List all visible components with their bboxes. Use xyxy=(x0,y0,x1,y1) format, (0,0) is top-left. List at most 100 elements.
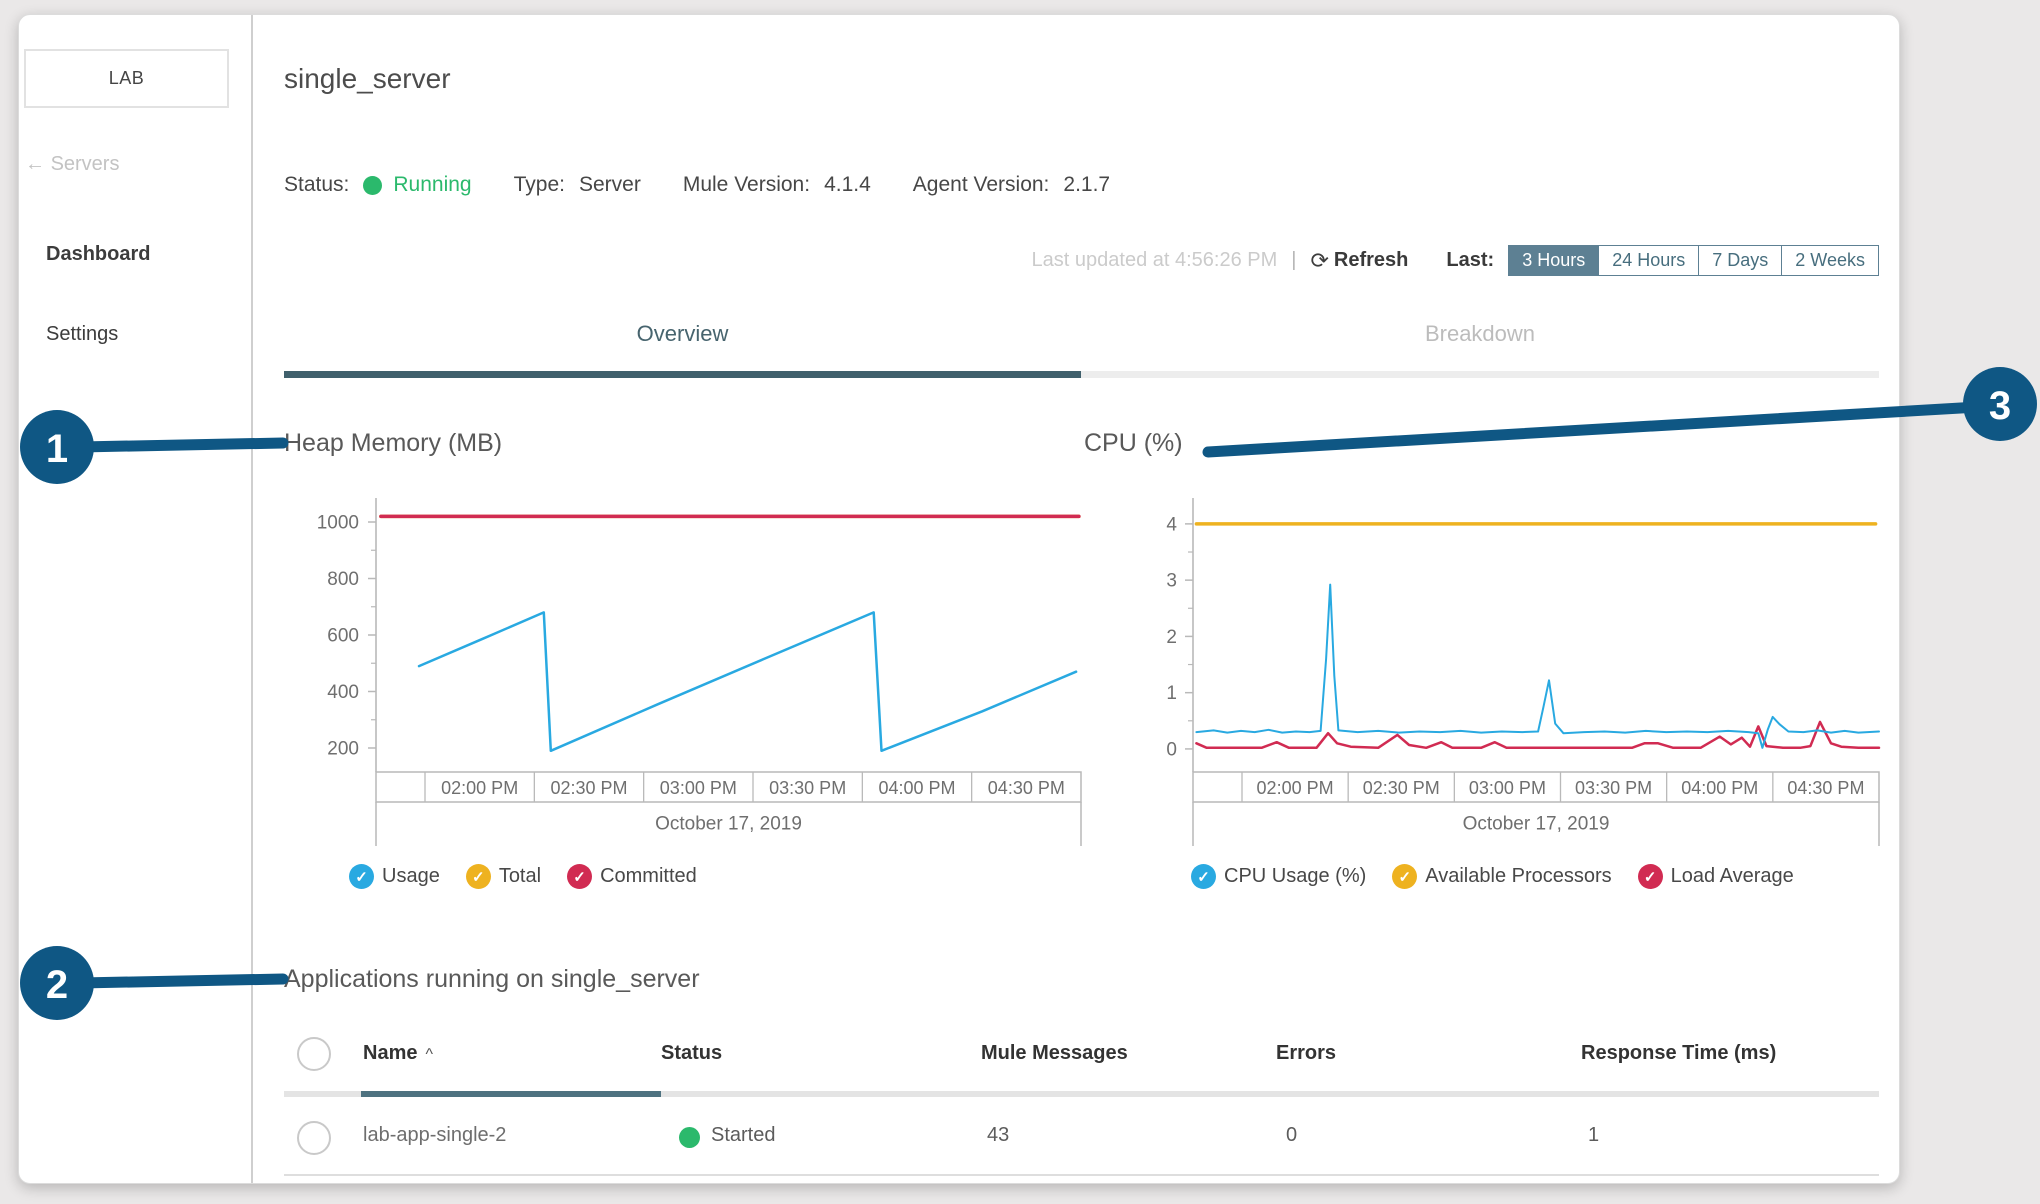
back-link-label: Servers xyxy=(50,153,120,175)
row-select-radio[interactable] xyxy=(297,1121,331,1155)
x-axis-tick-label: 02:30 PM xyxy=(1363,778,1440,798)
toolbar-separator: | xyxy=(1291,249,1297,271)
callout-3-number: 3 xyxy=(1989,384,2011,428)
time-range-group: 3 Hours 24 Hours 7 Days 2 Weeks xyxy=(1508,245,1879,276)
type-label: Type: xyxy=(513,173,565,196)
series-line-usage xyxy=(417,611,1078,753)
mule-messages-cell: 43 xyxy=(987,1124,1010,1146)
x-axis-tick-label: 02:00 PM xyxy=(441,778,518,798)
legend-label: Total xyxy=(498,865,542,887)
y-axis-tick-label: 2 xyxy=(1166,627,1177,648)
app-name-cell[interactable]: lab-app-single-2 xyxy=(363,1124,507,1146)
column-label: Name xyxy=(363,1042,418,1064)
sidebar-item-label: Dashboard xyxy=(46,243,151,265)
legend-check-icon: ✓ xyxy=(1637,864,1663,889)
refresh-toolbar: Last updated at 4:56:26 PM | ⟳ Refresh L… xyxy=(1032,245,1879,276)
y-axis-tick-label: 1 xyxy=(1166,683,1177,704)
sidebar-item-label: Settings xyxy=(46,323,119,345)
sort-ascending-icon: ^ xyxy=(425,1046,433,1063)
server-status-row: Status: Running Type: Server Mule Versio… xyxy=(284,173,1110,197)
x-axis-tick-label: 02:00 PM xyxy=(1257,778,1334,798)
column-header-errors[interactable]: Errors xyxy=(1276,1042,1337,1064)
range-button-3-hours[interactable]: 3 Hours xyxy=(1509,246,1599,275)
y-axis-tick-label: 600 xyxy=(327,626,359,647)
page-title: single_server xyxy=(284,63,451,94)
environment-selector[interactable]: LAB xyxy=(24,49,229,108)
y-axis-tick-label: 3 xyxy=(1166,571,1177,592)
sorted-column-underline xyxy=(361,1091,661,1097)
mule-version-value: 4.1.4 xyxy=(824,173,871,196)
legend-label: CPU Usage (%) xyxy=(1224,865,1367,887)
cpu-chart: 4 3 2 1 0 02:00 PM 02:30 PM 03:00 PM 03:30 PM 04:… xyxy=(1166,498,1881,846)
sidebar-divider xyxy=(251,15,253,1183)
errors-cell: 0 xyxy=(1286,1124,1298,1146)
response-time-cell: 1 xyxy=(1588,1124,1600,1146)
column-header-status[interactable]: Status xyxy=(661,1042,723,1064)
legend-item-total[interactable]: ✓ Total xyxy=(465,864,542,889)
cpu-chart-legend: ✓ CPU Usage (%) ✓ Available Processors ✓ Load… xyxy=(1191,864,1794,889)
x-axis-band xyxy=(375,771,1082,803)
status-value: Running xyxy=(393,173,472,196)
x-axis-tick-label: 04:00 PM xyxy=(1681,778,1758,798)
x-axis-tick-label: 03:30 PM xyxy=(769,778,846,798)
x-axis-tick-label: 03:00 PM xyxy=(660,778,737,798)
agent-version-value: 2.1.7 xyxy=(1063,173,1111,196)
app-status-dot-icon xyxy=(679,1127,700,1148)
x-axis-tick-label: 02:30 PM xyxy=(550,778,627,798)
column-header-response-time[interactable]: Response Time (ms) xyxy=(1581,1042,1777,1064)
y-axis-tick-label: 1000 xyxy=(317,513,359,534)
x-axis-tick-label: 04:00 PM xyxy=(878,778,955,798)
heap-chart-title: Heap Memory (MB) xyxy=(284,429,503,457)
back-to-servers-link[interactable]: ← Servers xyxy=(25,153,119,176)
table-row-divider xyxy=(284,1174,1879,1176)
last-updated-text: Last updated at 4:56:26 PM xyxy=(1031,249,1278,271)
environment-label: LAB xyxy=(108,68,145,88)
y-axis-tick-label: 800 xyxy=(327,569,359,590)
x-axis-tick-label: 04:30 PM xyxy=(1787,778,1864,798)
legend-item-usage[interactable]: ✓ Usage xyxy=(349,864,440,889)
legend-check-icon: ✓ xyxy=(567,864,593,889)
table-header-underline xyxy=(284,1091,1879,1097)
legend-item-committed[interactable]: ✓ Committed xyxy=(567,864,697,889)
heap-memory-chart: 1000 800 600 400 200 02:00 PM 02:30 PM 03:00 PM… xyxy=(317,498,1082,846)
legend-item-cpu-usage-[interactable]: ✓ CPU Usage (%) xyxy=(1191,864,1366,889)
agent-version-label: Agent Version: xyxy=(912,173,1050,196)
legend-label: Committed xyxy=(600,865,697,887)
select-all-radio[interactable] xyxy=(297,1037,331,1071)
legend-item-available-processors[interactable]: ✓ Available Processors xyxy=(1392,864,1612,889)
legend-item-load-average[interactable]: ✓ Load Average xyxy=(1637,864,1794,889)
last-range-label: Last: xyxy=(1446,249,1495,271)
x-axis-tick-label: 03:00 PM xyxy=(1469,778,1546,798)
tab-indicator-active xyxy=(284,371,1081,378)
range-button-7-days[interactable]: 7 Days xyxy=(1698,246,1782,275)
legend-label: Load Average xyxy=(1670,865,1794,887)
cpu-chart-title: CPU (%) xyxy=(1084,429,1183,457)
range-button-2-weeks[interactable]: 2 Weeks xyxy=(1781,246,1878,275)
x-axis-tick-label: 03:30 PM xyxy=(1575,778,1652,798)
legend-check-icon: ✓ xyxy=(349,864,374,889)
series-line-cpu-usage- xyxy=(1195,583,1880,749)
range-button-24-hours[interactable]: 24 Hours xyxy=(1598,246,1699,275)
column-header-mule-messages[interactable]: Mule Messages xyxy=(981,1042,1128,1064)
tab-breakdown[interactable]: Breakdown xyxy=(1424,321,1536,346)
y-axis-tick-label: 4 xyxy=(1166,514,1177,535)
y-axis-tick-label: 200 xyxy=(327,738,359,759)
tab-overview[interactable]: Overview xyxy=(636,321,729,346)
refresh-icon[interactable]: ⟳ xyxy=(1310,247,1329,273)
x-axis-band xyxy=(1192,771,1880,803)
legend-check-icon: ✓ xyxy=(465,864,491,889)
y-axis-tick-label: 0 xyxy=(1166,739,1177,760)
refresh-button[interactable]: Refresh xyxy=(1333,249,1409,271)
back-arrow-icon: ← xyxy=(25,153,45,175)
legend-label: Usage xyxy=(382,865,440,887)
sidebar-item-settings[interactable]: Settings xyxy=(46,323,118,346)
date-label: October 17, 2019 xyxy=(1463,814,1610,835)
app-status-cell: Started xyxy=(711,1124,776,1146)
sidebar-item-dashboard[interactable]: Dashboard xyxy=(46,243,150,266)
tab-indicator-inactive xyxy=(1081,371,1879,378)
column-header-name[interactable]: Name ^ xyxy=(363,1042,433,1065)
status-dot-icon xyxy=(363,175,383,195)
applications-heading: Applications running on single_server xyxy=(284,965,700,993)
series-line-load-average xyxy=(1195,720,1881,750)
legend-label: Available Processors xyxy=(1425,865,1612,887)
